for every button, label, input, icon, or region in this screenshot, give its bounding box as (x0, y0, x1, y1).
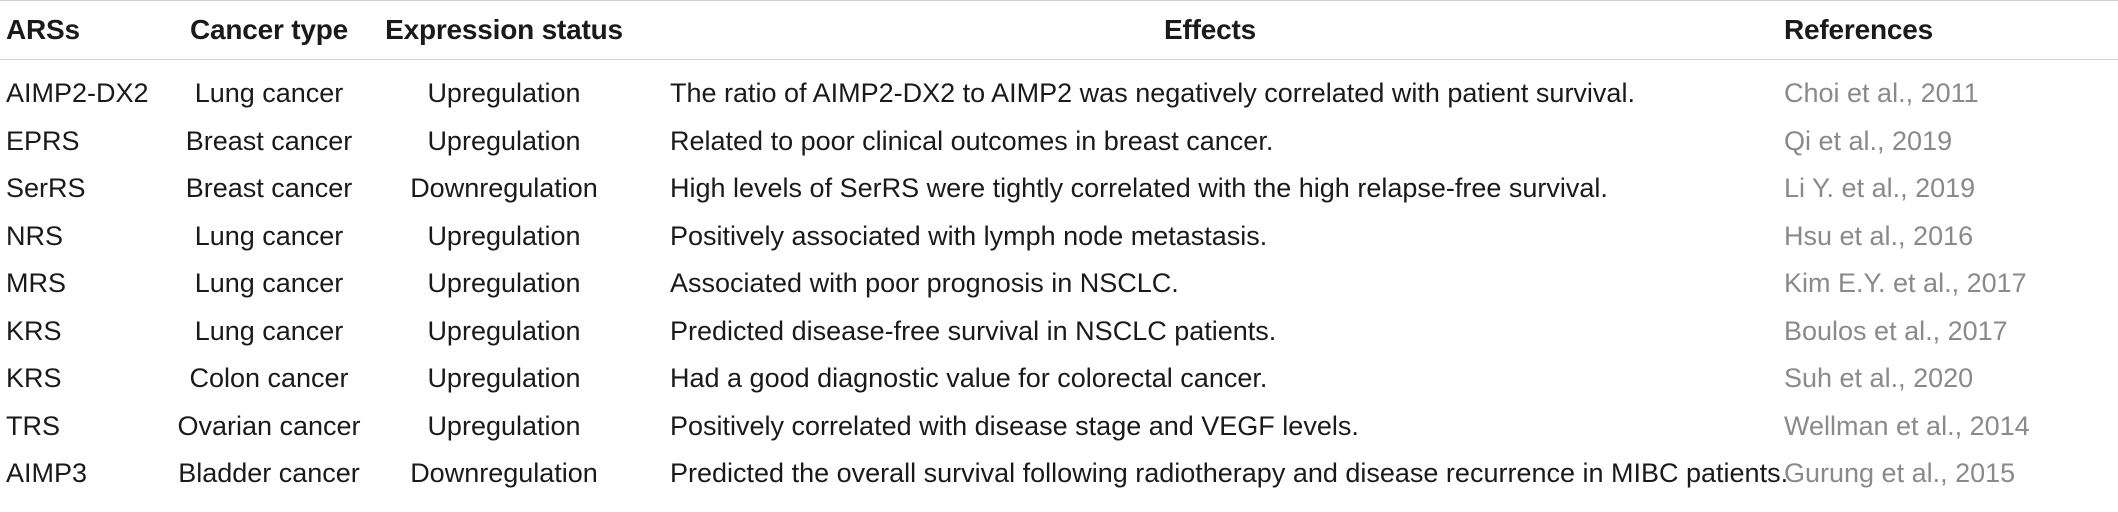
cell-effects: Predicted the overall survival following… (670, 458, 1789, 489)
table-row: AIMP2-DX2 Lung cancer Upregulation The r… (0, 60, 2118, 118)
header-row: ARSs Cancer type Expression status Effec… (0, 0, 2118, 60)
cell-ars: SerRS (6, 173, 86, 204)
table-body: AIMP2-DX2 Lung cancer Upregulation The r… (0, 60, 2118, 498)
cell-cancer-type: Breast cancer (185, 125, 353, 156)
cell-cancer-type: Lung cancer (194, 78, 344, 109)
cell-effects: Related to poor clinical outcomes in bre… (670, 125, 1274, 156)
table-row: TRS Ovarian cancer Upregulation Positive… (0, 403, 2118, 451)
cell-cancer-type: Colon cancer (189, 363, 349, 394)
cell-expression-status: Upregulation (427, 363, 581, 394)
cell-effects: High levels of SerRS were tightly correl… (670, 173, 1608, 204)
reference-link[interactable]: Suh et al., 2020 (1784, 363, 1974, 394)
table-row: SerRS Breast cancer Downregulation High … (0, 165, 2118, 213)
reference-link[interactable]: Kim E.Y. et al., 2017 (1784, 268, 2027, 299)
cell-effects: The ratio of AIMP2-DX2 to AIMP2 was nega… (670, 78, 1635, 109)
table-row: AIMP3 Bladder cancer Downregulation Pred… (0, 450, 2118, 498)
cell-ars: AIMP2-DX2 (6, 78, 149, 109)
table-row: EPRS Breast cancer Upregulation Related … (0, 118, 2118, 166)
reference-link[interactable]: Li Y. et al., 2019 (1784, 173, 1976, 204)
cell-ars: KRS (6, 363, 62, 394)
header-effects: Effects (644, 0, 1776, 60)
reference-link[interactable]: Wellman et al., 2014 (1784, 410, 2030, 441)
reference-link[interactable]: Gurung et al., 2015 (1784, 458, 2016, 489)
header-ars: ARSs (0, 0, 174, 60)
cell-cancer-type: Breast cancer (185, 173, 353, 204)
cell-effects: Positively correlated with disease stage… (670, 410, 1359, 441)
ars-cancer-table: ARSs Cancer type Expression status Effec… (0, 0, 2118, 498)
cell-ars: MRS (6, 268, 66, 299)
table-header: ARSs Cancer type Expression status Effec… (0, 0, 2118, 60)
header-references: References (1776, 0, 2118, 60)
reference-link[interactable]: Choi et al., 2011 (1784, 78, 1979, 109)
cell-expression-status: Upregulation (427, 125, 581, 156)
header-expression-status: Expression status (364, 0, 644, 60)
reference-link[interactable]: Boulos et al., 2017 (1784, 315, 2008, 346)
reference-link[interactable]: Hsu et al., 2016 (1784, 220, 1974, 251)
cell-cancer-type: Lung cancer (194, 268, 344, 299)
cell-effects: Associated with poor prognosis in NSCLC. (670, 268, 1179, 299)
cell-ars: NRS (6, 220, 64, 251)
cell-effects: Had a good diagnostic value for colorect… (670, 363, 1268, 394)
cell-expression-status: Upregulation (427, 315, 581, 346)
cell-cancer-type: Bladder cancer (178, 458, 360, 489)
cell-cancer-type: Lung cancer (194, 220, 344, 251)
cell-ars: TRS (6, 410, 60, 441)
cell-effects: Predicted disease-free survival in NSCLC… (670, 315, 1277, 346)
cell-expression-status: Downregulation (410, 458, 598, 489)
reference-link[interactable]: Qi et al., 2019 (1784, 125, 1953, 156)
header-cancer-type: Cancer type (174, 0, 364, 60)
cell-ars: EPRS (6, 125, 80, 156)
table-row: KRS Colon cancer Upregulation Had a good… (0, 355, 2118, 403)
cell-expression-status: Upregulation (427, 78, 581, 109)
table-row: NRS Lung cancer Upregulation Positively … (0, 213, 2118, 261)
cell-ars: KRS (6, 315, 62, 346)
cell-cancer-type: Lung cancer (194, 315, 344, 346)
table-row: KRS Lung cancer Upregulation Predicted d… (0, 308, 2118, 356)
cell-expression-status: Upregulation (427, 220, 581, 251)
cell-ars: AIMP3 (6, 458, 88, 489)
cell-effects: Positively associated with lymph node me… (670, 220, 1268, 251)
cell-expression-status: Downregulation (410, 173, 598, 204)
table-row: MRS Lung cancer Upregulation Associated … (0, 260, 2118, 308)
cell-cancer-type: Ovarian cancer (177, 410, 361, 441)
cell-expression-status: Upregulation (427, 268, 581, 299)
cell-expression-status: Upregulation (427, 410, 581, 441)
